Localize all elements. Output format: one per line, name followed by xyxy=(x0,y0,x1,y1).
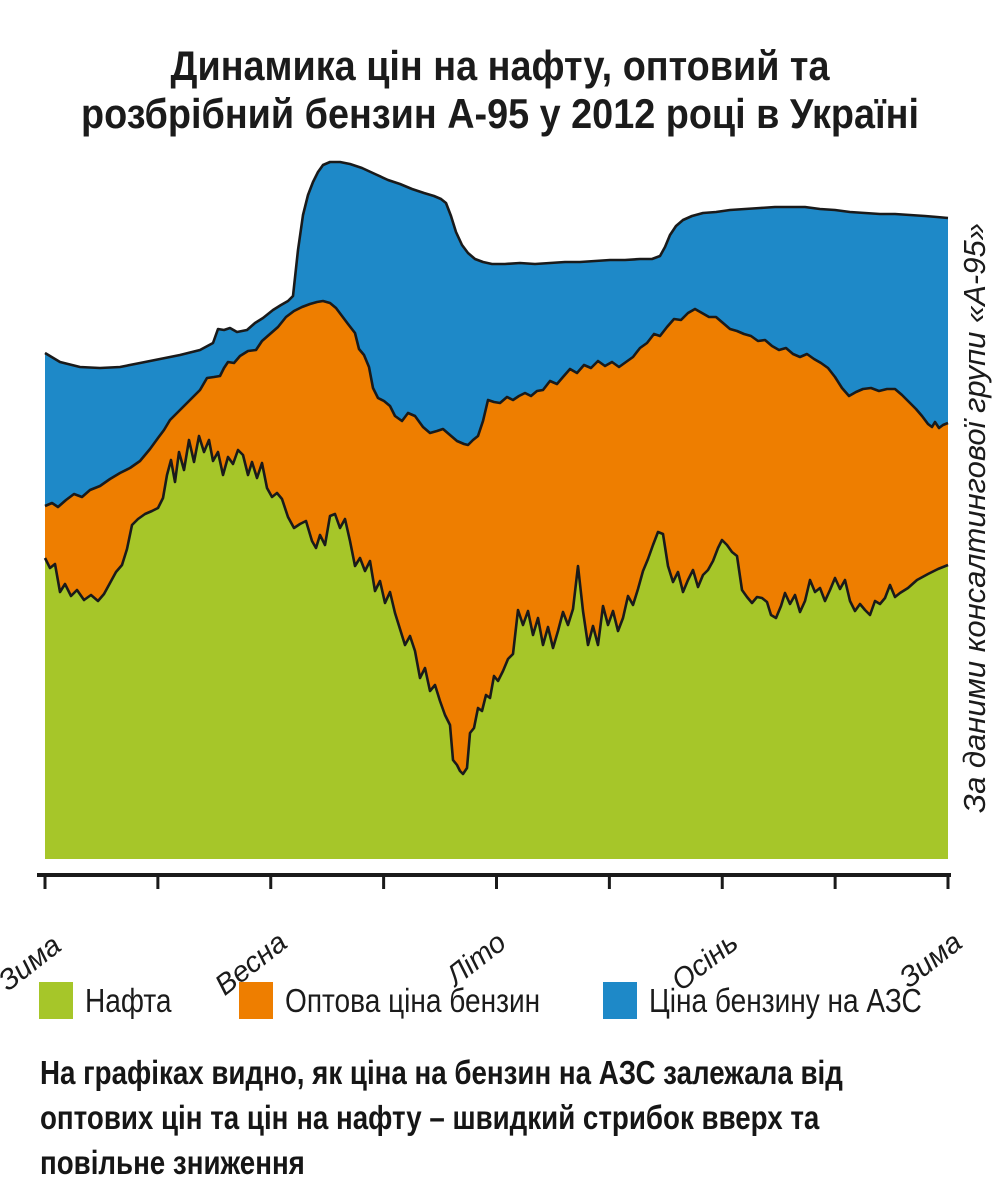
areas-group xyxy=(43,160,949,859)
legend-swatch-wholesale xyxy=(239,982,273,1019)
page-title: Динамика цін на нафту, оптовий та розбрі… xyxy=(0,42,1000,138)
legend-label-wholesale: Оптова ціна бензин xyxy=(285,981,541,1019)
caption-line-2: оптових цін та цін на нафту – швидкий ст… xyxy=(40,1099,820,1136)
page-title-line-1: Динамика цін на нафту, оптовий та xyxy=(170,42,830,89)
area-outline-2 xyxy=(43,434,949,776)
legend-item-wholesale: Оптова ціна бензин xyxy=(239,982,585,1019)
legend-item-oil: Нафта xyxy=(39,982,187,1019)
legend-label-oil: Нафта xyxy=(85,981,172,1019)
caption-line-3: повільне зниження xyxy=(40,1144,305,1181)
caption-line-1: На графіках видно, як ціна на бензин на … xyxy=(40,1054,843,1091)
bottom-caption: На графіках видно, як ціна на бензин на … xyxy=(40,1050,996,1185)
legend-swatch-oil xyxy=(39,982,73,1019)
legend-item-retail: Ціна бензину на АЗС xyxy=(603,982,970,1019)
legend-swatch-retail xyxy=(603,982,637,1019)
page-title-line-2: розбрібний бензин А-95 у 2012 році в Укр… xyxy=(81,90,919,137)
area-outline-0 xyxy=(44,160,949,370)
legend-label-retail: Ціна бензину на АЗС xyxy=(649,981,922,1019)
area-outline-1 xyxy=(44,299,949,509)
x-axis xyxy=(37,873,951,889)
source-note-vertical: За даними консалтингової групи «А-95» xyxy=(957,223,992,813)
